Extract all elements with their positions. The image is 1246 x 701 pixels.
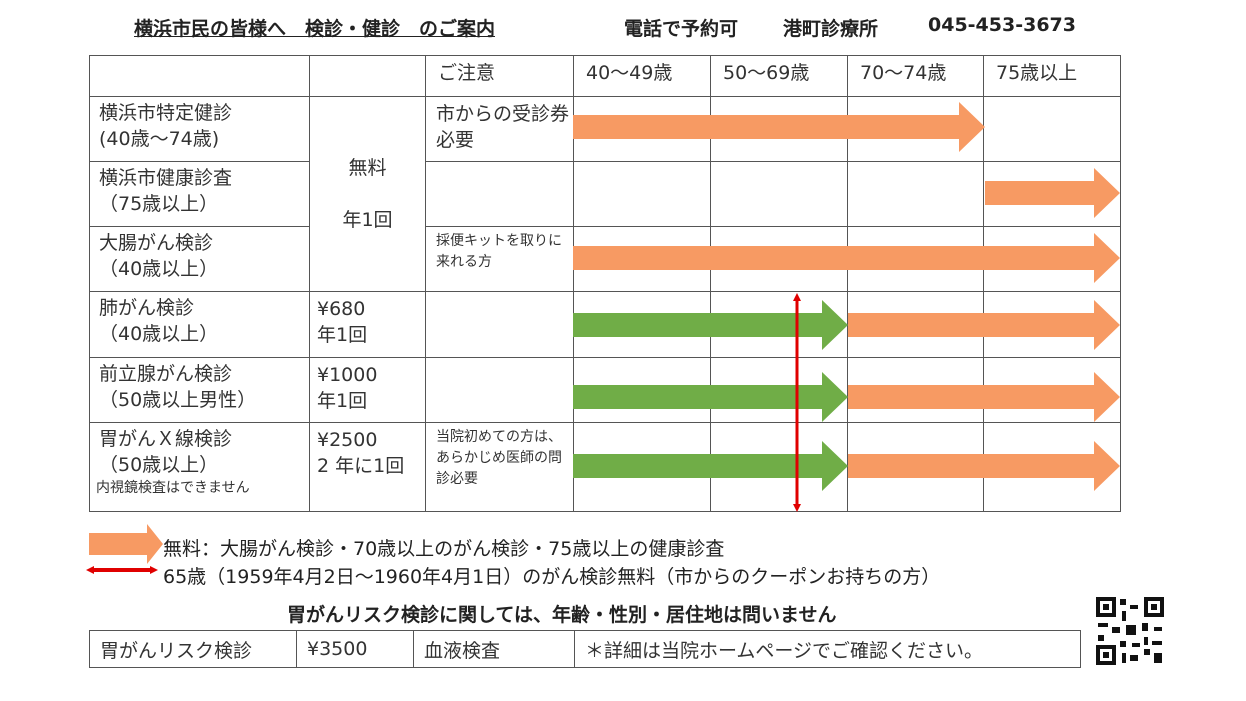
legend-red-text: 65歳（1959年4月2日〜1960年4月1日）のがん検診無料（市からのクーポン…	[163, 566, 941, 588]
exam-note: 市からの受診券必要	[436, 103, 570, 151]
free-fee-frequency: 年1回	[342, 209, 393, 231]
risk-title: 胃がんリスク検診に関しては、年齢・性別・居住地は問いません	[287, 604, 837, 626]
empty-header-cell	[89, 55, 310, 97]
exam-name: 大腸がん検診	[99, 232, 214, 254]
exam-note: 当院初めての方は、あらかじめ医師の問診必要	[436, 429, 562, 487]
schedule-table: ご注意 40〜49歳 50〜69歳 70〜74歳 75歳以上 横浜市特定健診 (4…	[89, 55, 1121, 512]
exam-note: 採便キットを取りに来れる方	[436, 233, 562, 270]
exam-name: 横浜市特定健診	[99, 102, 233, 124]
phone-number[interactable]: 045-453-3673	[928, 14, 1076, 36]
exam-name: 前立腺がん検診	[99, 363, 233, 385]
clinic-name: 港町診療所	[783, 18, 879, 40]
empty-header-cell	[309, 55, 426, 97]
page-title: 横浜市民の皆様へ 検診・健診 のご案内	[134, 18, 496, 40]
exam-frequency: 年1回	[317, 390, 368, 412]
risk-method: 血液検査	[413, 630, 575, 668]
table-row: 前立腺がん検診 （50歳以上男性） ¥1000 年1回	[89, 357, 1121, 423]
legend-orange-text: 無料：大腸がん検診・70歳以上のがん検診・75歳以上の健康診査	[163, 538, 725, 560]
exam-eligibility: （40歳以上）	[99, 323, 219, 345]
risk-table: 胃がんリスク検診 ¥3500 血液検査 ＊詳細は当院ホームページでご確認ください…	[89, 630, 1081, 668]
age-header-70: 70〜74歳	[847, 55, 984, 97]
table-row: 横浜市健康診査 （75歳以上）	[89, 161, 1121, 227]
exam-eligibility: （75歳以上）	[99, 193, 219, 215]
exam-name: 胃がんＸ線検診	[99, 428, 233, 450]
exam-fee: ¥2500	[317, 429, 378, 451]
exam-note	[426, 162, 573, 166]
reservation-text: 電話で予約可	[624, 18, 739, 40]
age-header-75: 75歳以上	[983, 55, 1121, 97]
table-row: 肺がん検診 （40歳以上） ¥680 年1回	[89, 291, 1121, 358]
exam-fee: ¥1000	[317, 364, 378, 386]
exam-eligibility: （50歳以上）	[99, 454, 219, 476]
table-row: 横浜市特定健診 (40歳〜74歳) 無料 年1回 市からの受診券必要	[89, 96, 1121, 292]
exam-name: 横浜市健康診査	[99, 167, 233, 189]
note-header: ご注意	[425, 55, 574, 97]
header-row: ご注意 40〜49歳 50〜69歳 70〜74歳 75歳以上	[89, 55, 1121, 97]
risk-row: 胃がんリスク検診 ¥3500 血液検査 ＊詳細は当院ホームページでご確認ください…	[89, 630, 1081, 668]
exam-note	[426, 292, 573, 296]
risk-fee: ¥3500	[296, 630, 414, 668]
exam-eligibility: （40歳以上）	[99, 258, 219, 280]
free-fee-label: 無料	[348, 157, 387, 179]
exam-fee: ¥680	[317, 298, 366, 320]
exam-extra-note: 内視鏡検査はできません	[96, 480, 250, 496]
free-fee-cell: 無料 年1回	[309, 96, 426, 292]
risk-exam-name: 胃がんリスク検診	[89, 630, 297, 668]
age-header-50: 50〜69歳	[710, 55, 848, 97]
risk-note: ＊詳細は当院ホームページでご確認ください。	[574, 630, 1081, 668]
exam-frequency: 2 年に1回	[317, 455, 405, 477]
legend-orange-arrow	[89, 524, 163, 564]
exam-frequency: 年1回	[317, 324, 368, 346]
exam-note	[426, 358, 573, 362]
table-row: 大腸がん検診 （40歳以上） 採便キットを取りに来れる方	[89, 226, 1121, 292]
qr-code-icon[interactable]	[1096, 597, 1164, 665]
exam-eligibility: （50歳以上男性）	[99, 389, 257, 411]
page-header: 横浜市民の皆様へ 検診・健診 のご案内 電話で予約可 港町診療所 045-453…	[0, 14, 1246, 44]
table-row: 胃がんＸ線検診 （50歳以上） 内視鏡検査はできません ¥2500 2 年に1回…	[89, 422, 1121, 512]
exam-eligibility: (40歳〜74歳)	[99, 128, 220, 150]
exam-name: 肺がん検診	[99, 297, 195, 319]
age-header-40: 40〜49歳	[573, 55, 711, 97]
